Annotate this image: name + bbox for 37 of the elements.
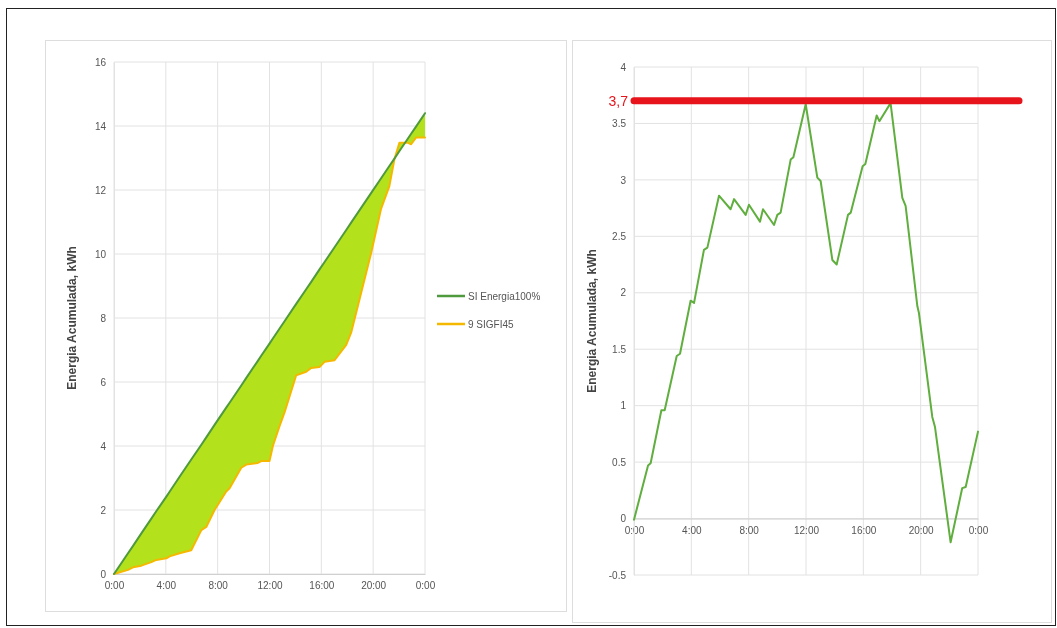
x-tick-label: 4:00 bbox=[682, 524, 702, 536]
x-tick-label: 20:00 bbox=[908, 524, 935, 536]
y-tick-label: 10 bbox=[94, 248, 107, 260]
y-tick-label: 2 bbox=[620, 287, 627, 299]
y-tick-label: 0 bbox=[620, 513, 627, 525]
y-tick-label: 2.5 bbox=[612, 231, 627, 243]
y-tick-label: 8 bbox=[100, 312, 107, 324]
x-tick-label: 16:00 bbox=[309, 580, 335, 592]
legend-label: SI Energia100% bbox=[468, 291, 541, 302]
y-tick-label: 0 bbox=[100, 568, 107, 580]
x-tick-label: 0:00 bbox=[968, 524, 989, 536]
y-tick-label: 14 bbox=[94, 120, 107, 132]
x-tick-label: 4:00 bbox=[156, 580, 177, 592]
ref-line-label: 3,7 bbox=[608, 92, 629, 109]
y-tick-label: 0.5 bbox=[612, 456, 627, 468]
y-axis-title: Energia Acumulada, kWh bbox=[585, 249, 599, 393]
x-tick-label: 16:00 bbox=[851, 524, 877, 536]
y-tick-label: 3.5 bbox=[612, 118, 627, 130]
y-axis-title: Energia Acumulada, kWh bbox=[65, 246, 79, 390]
x-tick-label: 20:00 bbox=[361, 580, 387, 592]
y-tick-label: 4 bbox=[100, 440, 107, 452]
x-tick-label: 0:00 bbox=[104, 580, 125, 592]
y-tick-label: 2 bbox=[100, 504, 107, 516]
y-tick-label: 3 bbox=[620, 174, 627, 186]
x-tick-label: 8:00 bbox=[739, 524, 760, 536]
y-tick-label: -0.5 bbox=[608, 569, 627, 581]
y-tick-label: 4 bbox=[620, 61, 627, 73]
x-tick-label: 0:00 bbox=[415, 580, 436, 592]
x-tick-label: 12:00 bbox=[257, 580, 283, 592]
y-tick-label: 1.5 bbox=[612, 343, 627, 355]
y-tick-label: 6 bbox=[100, 376, 107, 388]
y-tick-label: 12 bbox=[94, 184, 107, 196]
x-tick-label: 8:00 bbox=[208, 580, 229, 592]
y-tick-label: 16 bbox=[94, 56, 107, 68]
y-tick-label: 1 bbox=[620, 400, 627, 412]
x-tick-label: 12:00 bbox=[793, 524, 820, 536]
legend-label: 9 SIGFI45 bbox=[468, 319, 515, 330]
